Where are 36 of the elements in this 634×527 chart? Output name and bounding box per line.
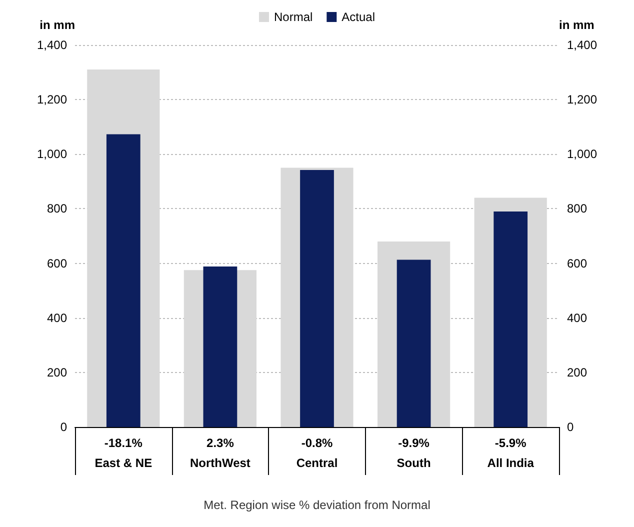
text: -0.8% bbox=[301, 436, 333, 450]
text: 2.3% bbox=[206, 436, 234, 450]
y-tick-label: 0 bbox=[60, 420, 68, 434]
bar bbox=[300, 170, 334, 427]
text: -9.9% bbox=[398, 436, 430, 450]
y2-tick-label: 400 bbox=[567, 310, 588, 325]
y2-tick-label: 600 bbox=[567, 256, 588, 270]
x-tick-label: East & NE bbox=[94, 456, 152, 470]
y-tick-label: 600 bbox=[46, 256, 68, 270]
y-tick-label: 1,400 bbox=[36, 38, 68, 52]
y-tick-label: 800 bbox=[46, 202, 68, 216]
bar bbox=[396, 260, 431, 427]
legend-label: Normal bbox=[274, 10, 313, 24]
y2-axis-title: in mm bbox=[559, 18, 594, 32]
legend-label: Actual bbox=[342, 10, 376, 24]
bar bbox=[203, 266, 238, 427]
bar bbox=[494, 211, 528, 427]
y2-tick-label: 800 bbox=[567, 202, 588, 216]
y-tick-label: 1,200 bbox=[36, 92, 68, 107]
x-axis-title: Met. Region wise % deviation from Normal bbox=[204, 498, 430, 512]
bar bbox=[106, 134, 140, 427]
y-tick-label: 200 bbox=[46, 365, 68, 380]
y2-tick-label: 0 bbox=[567, 420, 574, 434]
y-axis-title: in mm bbox=[40, 18, 75, 32]
y2-tick-label: 1,400 bbox=[567, 38, 598, 52]
x-tick-label: NorthWest bbox=[190, 456, 250, 470]
x-tick-label: South bbox=[396, 456, 431, 470]
x-tick-label: Central bbox=[296, 456, 338, 470]
text: -18.1% bbox=[104, 436, 143, 450]
y-tick-label: 1,000 bbox=[36, 147, 68, 162]
x-tick-label: All India bbox=[487, 456, 534, 470]
y2-tick-label: 200 bbox=[567, 365, 588, 380]
y-tick-label: 400 bbox=[46, 310, 68, 325]
text: -5.9% bbox=[494, 436, 527, 450]
y2-tick-label: 1,000 bbox=[567, 147, 598, 162]
y2-tick-label: 1,200 bbox=[567, 92, 598, 107]
